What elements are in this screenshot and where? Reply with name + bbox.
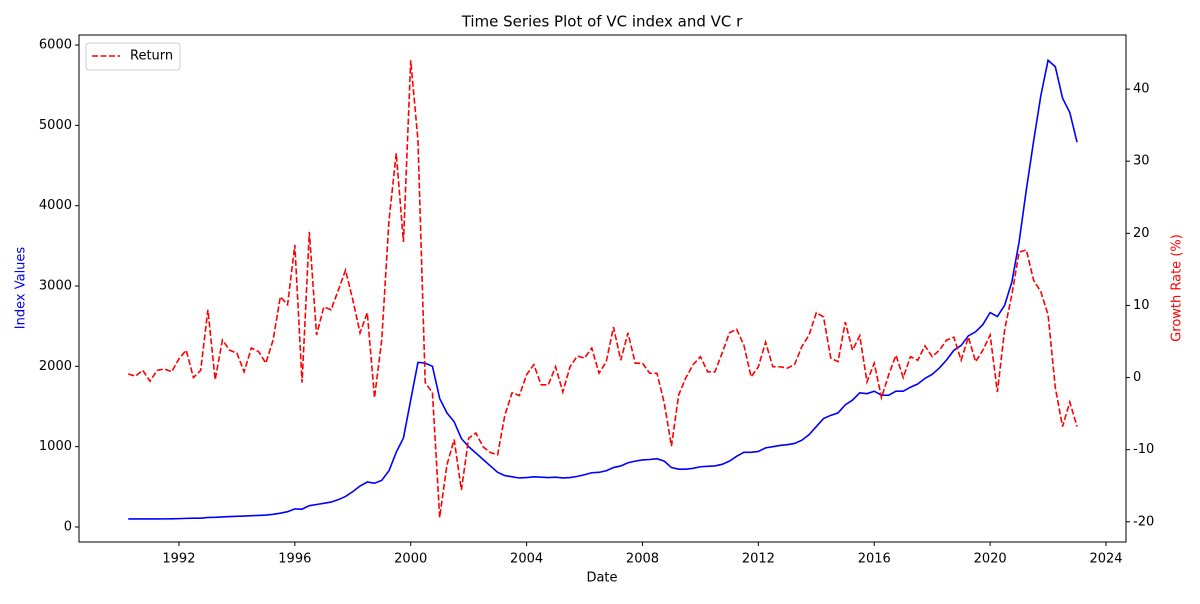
line-series xyxy=(128,58,1078,520)
y-tick-label: 1000 xyxy=(39,439,72,454)
x-tick-label: 2024 xyxy=(1089,552,1122,567)
line-series xyxy=(128,60,1078,518)
x-tick-label: 2000 xyxy=(394,552,427,567)
legend-box xyxy=(85,42,181,71)
y-tick-label: 6000 xyxy=(39,38,72,53)
legend-label: Return xyxy=(130,49,173,64)
y2-tick-label: -10 xyxy=(1133,442,1154,457)
x-tick-label: 2008 xyxy=(626,552,659,567)
x-tick-label: 2012 xyxy=(742,552,775,567)
x-tick-label: 1992 xyxy=(162,552,195,567)
plot-frame xyxy=(78,34,1127,543)
y-tick-label: 0 xyxy=(64,519,72,534)
y2-tick-label: 10 xyxy=(1133,298,1150,313)
y-tick-label: 3000 xyxy=(39,279,72,294)
y-tick-label: 4000 xyxy=(39,198,72,213)
chart-title: Time Series Plot of VC index and VC r xyxy=(461,13,743,31)
y2-tick-label: 30 xyxy=(1133,154,1150,169)
x-tick-label: 2016 xyxy=(858,552,891,567)
y2-axis-label: Growth Rate (%) xyxy=(1170,234,1185,342)
y-tick-label: 2000 xyxy=(39,359,72,374)
y-tick-label: 5000 xyxy=(39,118,72,133)
y2-tick-label: 0 xyxy=(1133,370,1141,385)
x-axis-label: Date xyxy=(586,571,617,586)
y-axis-label: Index Values xyxy=(14,247,29,330)
x-tick-label: 1996 xyxy=(278,552,311,567)
y2-tick-label: 20 xyxy=(1133,226,1150,241)
x-tick-label: 2020 xyxy=(974,552,1007,567)
y2-tick-label: 40 xyxy=(1133,82,1150,97)
y2-tick-label: -20 xyxy=(1133,514,1154,529)
x-tick-label: 2004 xyxy=(510,552,543,567)
